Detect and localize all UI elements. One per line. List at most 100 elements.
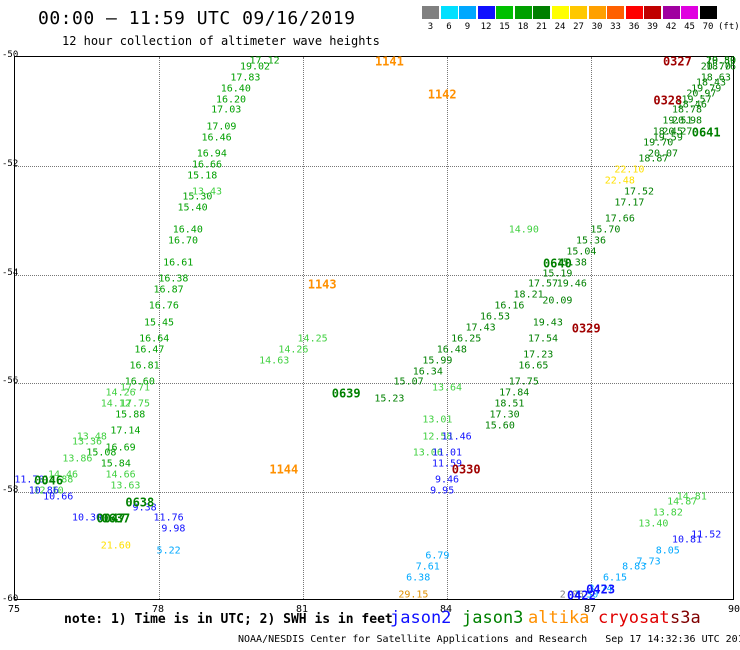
wave-height-value: 22.10 [614,164,645,176]
wave-height-value: 18.63 [700,72,731,84]
wave-height-value: 13.64 [431,382,463,394]
wave-height-value: 15.45 [143,317,175,329]
pass-time-label: 0637 [101,511,131,526]
note-text: note: 1) Time is in UTC; 2) SWH is in fe… [64,612,393,627]
legend-swatch [440,6,458,19]
longitude-tick-label: 81 [295,604,309,615]
wave-height-value: 17.75 [119,398,151,410]
wave-height-value: 16.20 [215,94,247,106]
wave-height-value: 16.76 [148,300,179,312]
wave-height-value: 22.48 [604,175,635,187]
wave-height-value: 11.70 [14,474,45,486]
wave-height-value: 15.99 [422,355,453,367]
wave-height-value: 16.65 [518,360,549,372]
legend-swatch-label: 24 [554,22,566,32]
wave-height-value: 15.36 [575,235,607,247]
legend-swatch-label: 39 [647,22,658,32]
legend-swatch-label: 33 [610,22,621,32]
legend-swatch-label: 9 [464,22,471,32]
wave-height-value: 16.34 [412,366,443,378]
pass-time-label: 0639 [331,386,361,401]
wave-height-value: 17.09 [206,121,237,133]
wave-height-value: 20.70 [700,61,731,73]
wave-height-value: 17.71 [119,382,151,394]
pass-time-label: 0329 [571,321,601,336]
wave-height-value: 12.58 [422,431,453,443]
wave-height-value: 2.06 [559,589,584,601]
wave-height-value: 6.79 [425,550,450,562]
wave-height-value: 15.60 [484,420,515,432]
legend-swatch [514,6,532,19]
legend-swatch [496,6,513,19]
wave-height-value: 11.59 [431,458,463,470]
wave-height-value: 17.43 [465,322,496,334]
footer-credit: NOAA/NESDIS Center for Satellite Applica… [238,634,740,645]
wave-height-value: 29.15 [398,589,429,601]
legend-swatch-label: 15 [499,22,510,32]
map-plot-area: 17.12 19.02 17.83 16.40 16.20 17.03 17.09 16.46… [14,54,737,601]
pass-time-label: 0638 [125,495,155,510]
wave-height-value: 15.84 [100,458,131,470]
legend-swatch-label: 36 [628,22,640,32]
wave-height-value: 16.40 [172,224,203,236]
pass-time-label: 1141 [374,54,404,69]
wave-height-value: 20.97 [686,88,717,100]
wave-height-value: 15.88 [115,409,146,421]
wave-height-value: 20.07 [647,148,679,160]
wave-height-value: 8.83 [622,561,647,573]
pass-time-label: 0330 [451,462,481,477]
wave-height-value: 14.12 [100,398,131,410]
wave-height-value: 11.01 [431,447,463,459]
wave-height-value: 12.10 [33,485,64,497]
pass-time-label: 0641 [691,125,721,140]
legend-swatch [588,6,606,19]
pass-time-label: 0046 [34,473,64,488]
wave-height-value: 17.75 [508,376,539,388]
wave-height-value: 11.52 [691,529,722,541]
wave-height-value: 13.36 [71,436,103,448]
legend-swatch-label: 3 [427,22,434,32]
wave-height-value: 20.98 [671,115,703,127]
wave-height-value: 14.26 [278,344,309,356]
wave-height-value: 17.83 [230,72,261,84]
wave-height-value: 20.50 [705,55,737,67]
wave-height-value: 9.46 [434,474,460,486]
legend-swatch-label: 27 [573,22,584,32]
wave-height-value: 9.98 [161,523,186,535]
wave-height-value: 17.84 [499,387,530,399]
latitude-tick-label: -58 [2,485,19,496]
wave-height-value: 14.81 [676,491,707,503]
longitude-tick-label: 84 [439,604,453,615]
wave-height-value: 15.40 [177,202,208,214]
wave-height-value: 3.74 [588,583,613,595]
longitude-gridline [303,57,304,599]
wave-height-value: 16.48 [436,344,467,356]
legend-swatch-label: 21 [536,22,547,32]
wave-height-value: 10.86 [28,485,59,497]
latitude-gridline [15,383,733,385]
latitude-tick-label: -52 [2,158,19,169]
pass-time-label: 0328 [653,92,683,107]
wave-height-value: 16.40 [220,83,251,95]
wave-height-value: 17.23 [523,349,554,361]
legend-swatch-label: 30 [591,22,603,32]
legend-swatch [570,6,587,19]
wave-height-value: 19.59 [652,132,683,144]
wave-height-value: 21.60 [100,540,131,552]
wave-height-value: 18.87 [638,153,669,165]
longitude-gridline [447,57,448,599]
satellite-jason2: jason2 [390,608,452,628]
wave-height-value: 20.09 [542,295,573,307]
legend-swatch [662,6,680,19]
legend-swatch [607,6,624,19]
wave-height-value: 16.46 [201,132,232,144]
longitude-gridline [591,57,592,599]
wave-height-value: 7.61 [415,561,440,573]
legend-swatch-label: 12 [480,22,492,32]
pass-time-label: 1143 [307,277,337,292]
wave-height-value: 13.63 [110,480,141,492]
legend-swatch-label: 45 [684,22,695,32]
wave-height-value: 15.07 [393,376,424,388]
latitude-tick-label: -54 [2,267,19,278]
wave-height-value: 18.46 [676,99,707,111]
